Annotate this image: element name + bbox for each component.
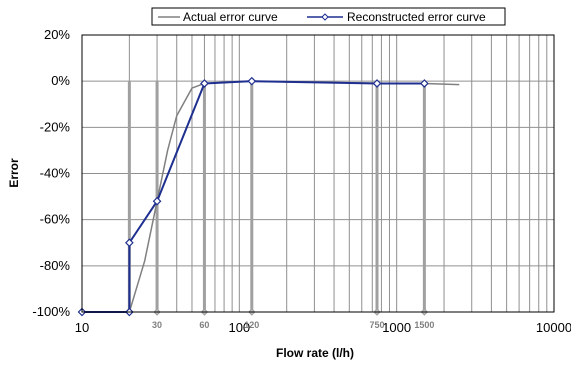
flow-rate-marker-labels: 30 60 120 750 1500 (152, 320, 434, 330)
chart-legend: Actual error curve Reconstructed error c… (151, 7, 506, 26)
series-group (77, 76, 460, 317)
legend-reconstructed-marker (321, 13, 329, 21)
reconstructed-data-point (200, 79, 209, 88)
y-tick-label: -100% (32, 304, 70, 319)
grid-lines (82, 34, 554, 313)
flow-rate-marker-lines (125, 81, 429, 316)
x-tick-label: 100 (228, 320, 250, 335)
x-tick-label: 10 (75, 320, 89, 335)
x-tick-label: 1000 (382, 320, 411, 335)
y-tick-label: 20% (44, 27, 70, 42)
y-tick-label: -20% (40, 119, 71, 134)
flow-rate-marker-label: 750 (369, 320, 384, 330)
x-axis-title: Flow rate (l/h) (276, 346, 354, 360)
flow-rate-marker-label: 1500 (414, 320, 434, 330)
legend-actual-label: Actual error curve (183, 10, 278, 24)
legend-reconstructed-label: Reconstructed error curve (347, 10, 486, 24)
y-tick-label: 0% (51, 73, 70, 88)
flow-rate-marker-label: 30 (152, 320, 162, 330)
y-tick-label: -60% (40, 212, 71, 227)
y-axis-tick-labels: -100% -80% -60% -40% -20% 0% 20% (32, 27, 70, 319)
flow-rate-marker-label: 60 (199, 320, 209, 330)
actual-error-curve-line (82, 80, 460, 313)
y-axis-title: Error (7, 158, 21, 188)
reconstructed-data-point (420, 79, 429, 88)
x-axis-tick-labels: 10 100 1000 10000 (75, 320, 571, 335)
reconstructed-data-point (125, 238, 134, 248)
reconstructed-data-point (247, 76, 257, 86)
y-tick-label: -40% (40, 166, 71, 181)
x-tick-label: 10000 (536, 320, 571, 335)
y-tick-label: -80% (40, 258, 71, 273)
reconstructed-data-point (372, 79, 382, 88)
plot-area-border (81, 34, 555, 313)
flow-rate-marker-label: 120 (244, 320, 259, 330)
reconstructed-data-point (152, 196, 162, 206)
reconstructed-error-curve-line (82, 80, 425, 313)
